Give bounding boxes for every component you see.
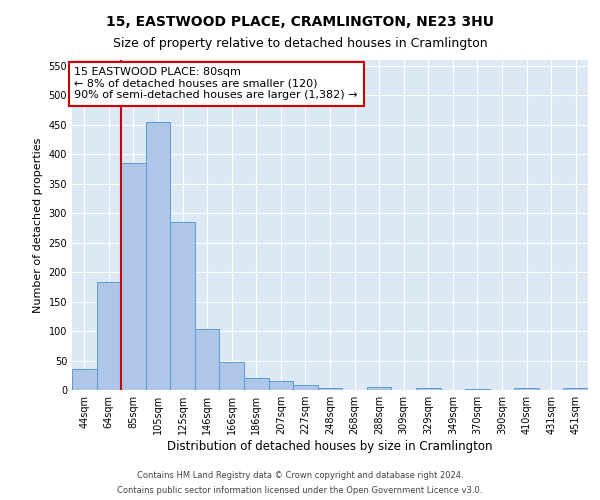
Text: Size of property relative to detached houses in Cramlington: Size of property relative to detached ho…: [113, 38, 487, 51]
Text: 15, EASTWOOD PLACE, CRAMLINGTON, NE23 3HU: 15, EASTWOOD PLACE, CRAMLINGTON, NE23 3H…: [106, 15, 494, 29]
Bar: [170, 222, 195, 390]
Text: Contains HM Land Registry data © Crown copyright and database right 2024.: Contains HM Land Registry data © Crown c…: [137, 471, 463, 480]
Bar: [367, 387, 391, 390]
Bar: [416, 388, 440, 390]
Bar: [220, 362, 244, 390]
Text: Contains public sector information licensed under the Open Government Licence v3: Contains public sector information licen…: [118, 486, 482, 495]
Y-axis label: Number of detached properties: Number of detached properties: [33, 138, 43, 312]
Bar: [244, 378, 269, 390]
Bar: [146, 122, 170, 390]
Bar: [72, 370, 97, 390]
Bar: [318, 388, 342, 390]
Bar: [514, 388, 539, 390]
Bar: [563, 388, 588, 390]
Bar: [121, 163, 146, 390]
Bar: [293, 384, 318, 390]
Bar: [195, 330, 220, 390]
Bar: [269, 380, 293, 390]
Bar: [97, 282, 121, 390]
X-axis label: Distribution of detached houses by size in Cramlington: Distribution of detached houses by size …: [167, 440, 493, 453]
Text: 15 EASTWOOD PLACE: 80sqm
← 8% of detached houses are smaller (120)
90% of semi-d: 15 EASTWOOD PLACE: 80sqm ← 8% of detache…: [74, 67, 358, 100]
